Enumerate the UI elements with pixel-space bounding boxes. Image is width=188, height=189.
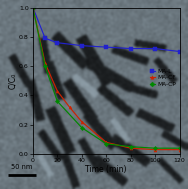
- MA-L: [44, 37, 46, 40]
- MA-CF: [105, 141, 107, 143]
- MA-L: [130, 47, 132, 50]
- X-axis label: Time (min): Time (min): [86, 165, 127, 174]
- MA-L: [154, 47, 156, 50]
- MA-L: [56, 42, 58, 44]
- MA-L: [105, 46, 107, 48]
- MA-CF: [130, 147, 132, 149]
- Line: MA-L: MA-L: [31, 6, 181, 53]
- MA-CP: [154, 147, 156, 149]
- MA-L: [81, 45, 83, 47]
- MA-CF: [44, 62, 46, 64]
- MA-CF: [56, 90, 58, 92]
- MA-CP: [178, 147, 181, 149]
- MA-CP: [44, 65, 46, 67]
- Legend: MA-L, MA-CF, MA-CP: MA-L, MA-CF, MA-CP: [149, 68, 177, 87]
- MA-CF: [32, 6, 34, 9]
- MA-L: [32, 6, 34, 9]
- MA-CF: [178, 149, 181, 151]
- Line: MA-CF: MA-CF: [31, 6, 181, 151]
- MA-CF: [81, 121, 83, 123]
- MA-CF: [68, 106, 71, 108]
- MA-CF: [154, 149, 156, 151]
- MA-CP: [56, 100, 58, 102]
- MA-CP: [81, 127, 83, 129]
- MA-CP: [32, 6, 34, 9]
- MA-L: [178, 50, 181, 53]
- MA-CP: [105, 143, 107, 145]
- Text: 50 nm: 50 nm: [11, 164, 33, 170]
- Line: MA-CP: MA-CP: [31, 6, 181, 150]
- MA-CP: [130, 146, 132, 148]
- Y-axis label: C/C₀: C/C₀: [8, 73, 17, 89]
